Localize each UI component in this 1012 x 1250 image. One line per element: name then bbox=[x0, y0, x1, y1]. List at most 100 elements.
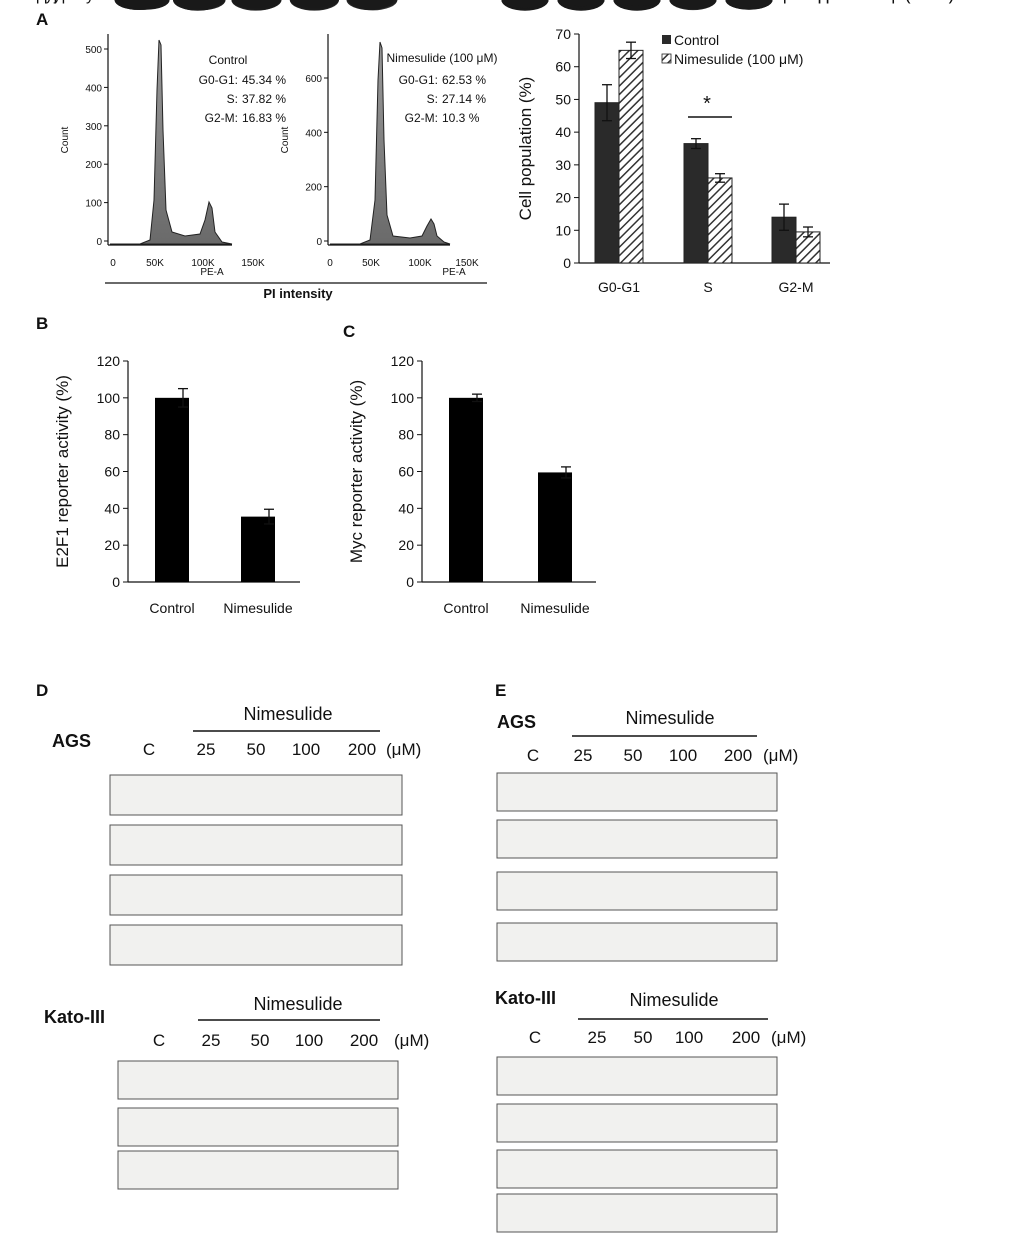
blot-band bbox=[290, 0, 338, 11]
blot-band bbox=[725, 0, 773, 9]
y-tick-label: 0 bbox=[112, 574, 120, 590]
band-label: APC bbox=[783, 0, 816, 4]
y-tick-label: 100 bbox=[391, 390, 415, 406]
lane-label: 50 bbox=[624, 746, 643, 765]
panel-label-b: B bbox=[36, 314, 48, 333]
pi-intensity-label: PI intensity bbox=[263, 286, 333, 301]
y-tick-label: 20 bbox=[555, 190, 571, 206]
legend-label-control: Control bbox=[674, 32, 719, 48]
histogram-xtick-label: 100K bbox=[191, 258, 215, 269]
lane-label: 25 bbox=[202, 1031, 221, 1050]
lane-label: 25 bbox=[574, 746, 593, 765]
svg-text:16.83 %: 16.83 % bbox=[242, 111, 286, 125]
histogram-control: 0 100 200 300 400 500 Count Control G0-G1: 45… bbox=[60, 34, 286, 278]
band-label: phospho GSK3β (Ser 9) bbox=[783, 0, 954, 4]
histogram-ytick-label: 300 bbox=[85, 122, 102, 133]
y-tick-label: 80 bbox=[398, 427, 414, 443]
blot-band bbox=[178, 0, 226, 11]
histogram-control-stats: G0-G1: 45.34 % S: 37.82 % G2-M: 16.83 % bbox=[199, 73, 287, 125]
histogram-ytick-label: 200 bbox=[85, 160, 102, 171]
histogram-nimesulide-title: Nimesulide (100 μM) bbox=[387, 51, 498, 65]
cell-line-label: AGS bbox=[497, 712, 536, 732]
x-tick-label: Control bbox=[443, 600, 488, 616]
histogram-ytick-label: 400 bbox=[85, 83, 102, 94]
histogram-xtick-label: 0 bbox=[110, 258, 116, 269]
myc-chart: 0 20 40 60 80 100 120 Myc reporter activity (%)… bbox=[347, 353, 596, 616]
lane-label: 100 bbox=[669, 746, 697, 765]
blot-band bbox=[669, 0, 717, 6]
svg-text:27.14 %: 27.14 % bbox=[442, 92, 486, 106]
blot-strip bbox=[496, 772, 778, 812]
histogram-ytick-label: 500 bbox=[85, 45, 102, 56]
bar bbox=[155, 397, 189, 582]
unit-label: (μM) bbox=[394, 1031, 429, 1050]
x-tick-label: S bbox=[703, 279, 712, 295]
lane-label: 25 bbox=[197, 740, 216, 759]
band-label: Vinculin bbox=[783, 0, 839, 4]
svg-text:62.53 %: 62.53 % bbox=[442, 73, 486, 87]
band-label: phospho GSK3β (Ser 9) bbox=[783, 0, 954, 4]
blot-band bbox=[725, 0, 773, 6]
panel-label-e: E bbox=[495, 681, 506, 700]
legend-label-nimesulide: Nimesulide (100 μM) bbox=[674, 51, 803, 67]
lane-label: 200 bbox=[350, 1031, 378, 1050]
histogram-ytick-label: 0 bbox=[96, 237, 102, 248]
bar-nimesulide bbox=[618, 49, 644, 264]
panel-label-c: C bbox=[343, 322, 355, 341]
y-tick-label: 100 bbox=[97, 390, 121, 406]
western-d-kato: Kato-IIINimesulideC2550100200(μM)β-caten… bbox=[42, 0, 429, 1190]
panel-label-d: D bbox=[36, 681, 48, 700]
svg-text:S:: S: bbox=[427, 92, 438, 106]
lane-label: 50 bbox=[634, 1028, 653, 1047]
y-tick-label: 50 bbox=[555, 91, 571, 107]
svg-text:37.82 %: 37.82 % bbox=[242, 92, 286, 106]
y-tick-label: 40 bbox=[104, 500, 120, 516]
treatment-label: Nimesulide bbox=[243, 704, 332, 724]
histogram-xtick-label: 50K bbox=[362, 258, 380, 269]
unit-label: (μM) bbox=[763, 746, 798, 765]
y-tick-label: 40 bbox=[555, 124, 571, 140]
lane-label: 100 bbox=[292, 740, 320, 759]
histogram-nimesulide-stats: G0-G1: 62.53 % S: 27.14 % G2-M: 10.3 % bbox=[399, 73, 487, 125]
band-label: Cyclin D1 bbox=[34, 0, 103, 4]
blot-strip bbox=[496, 922, 778, 962]
band-label: APC bbox=[783, 0, 816, 4]
blot-strip bbox=[109, 774, 403, 816]
band-label: β-actin bbox=[54, 0, 102, 4]
band-label: c-Myc bbox=[59, 0, 102, 4]
lane-label: C bbox=[143, 740, 155, 759]
y-tick-label: 20 bbox=[104, 537, 120, 553]
bar bbox=[538, 472, 572, 582]
bar-control bbox=[683, 143, 709, 264]
legend-swatch-control bbox=[662, 35, 671, 44]
lane-label: 200 bbox=[724, 746, 752, 765]
histogram-xtick-label: 150K bbox=[241, 258, 265, 269]
blot-strip bbox=[496, 871, 778, 911]
svg-text:45.34 %: 45.34 % bbox=[242, 73, 286, 87]
histogram-control-ylabel: Count bbox=[60, 126, 71, 153]
histogram-nimesulide-ylabel: Count bbox=[280, 126, 291, 153]
treatment-label: Nimesulide bbox=[253, 994, 342, 1014]
y-tick-label: 120 bbox=[97, 353, 121, 369]
lane-label: C bbox=[529, 1028, 541, 1047]
histogram-control-xlabel: PE-A bbox=[200, 267, 224, 278]
histogram-xtick-label: 150K bbox=[455, 258, 479, 269]
y-tick-label: 60 bbox=[555, 59, 571, 75]
histogram-xtick-label: 100K bbox=[408, 258, 432, 269]
blot-band bbox=[122, 0, 170, 10]
y-tick-label: 60 bbox=[398, 464, 414, 480]
lane-label: 100 bbox=[295, 1031, 323, 1050]
blot-strip bbox=[496, 1193, 778, 1233]
y-tick-label: 30 bbox=[555, 157, 571, 173]
blot-band bbox=[613, 0, 661, 6]
band-label: GSK3β bbox=[783, 0, 835, 4]
band-label: β-catenin bbox=[44, 0, 110, 4]
bar bbox=[449, 397, 483, 582]
y-tick-label: 0 bbox=[406, 574, 414, 590]
treatment-label: Nimesulide bbox=[625, 708, 714, 728]
blot-band bbox=[669, 0, 717, 9]
histogram-xtick-label: 50K bbox=[146, 258, 164, 269]
blot-strip bbox=[109, 824, 403, 866]
x-tick-label: G2-M bbox=[779, 279, 814, 295]
significance-marker: * bbox=[703, 93, 711, 115]
